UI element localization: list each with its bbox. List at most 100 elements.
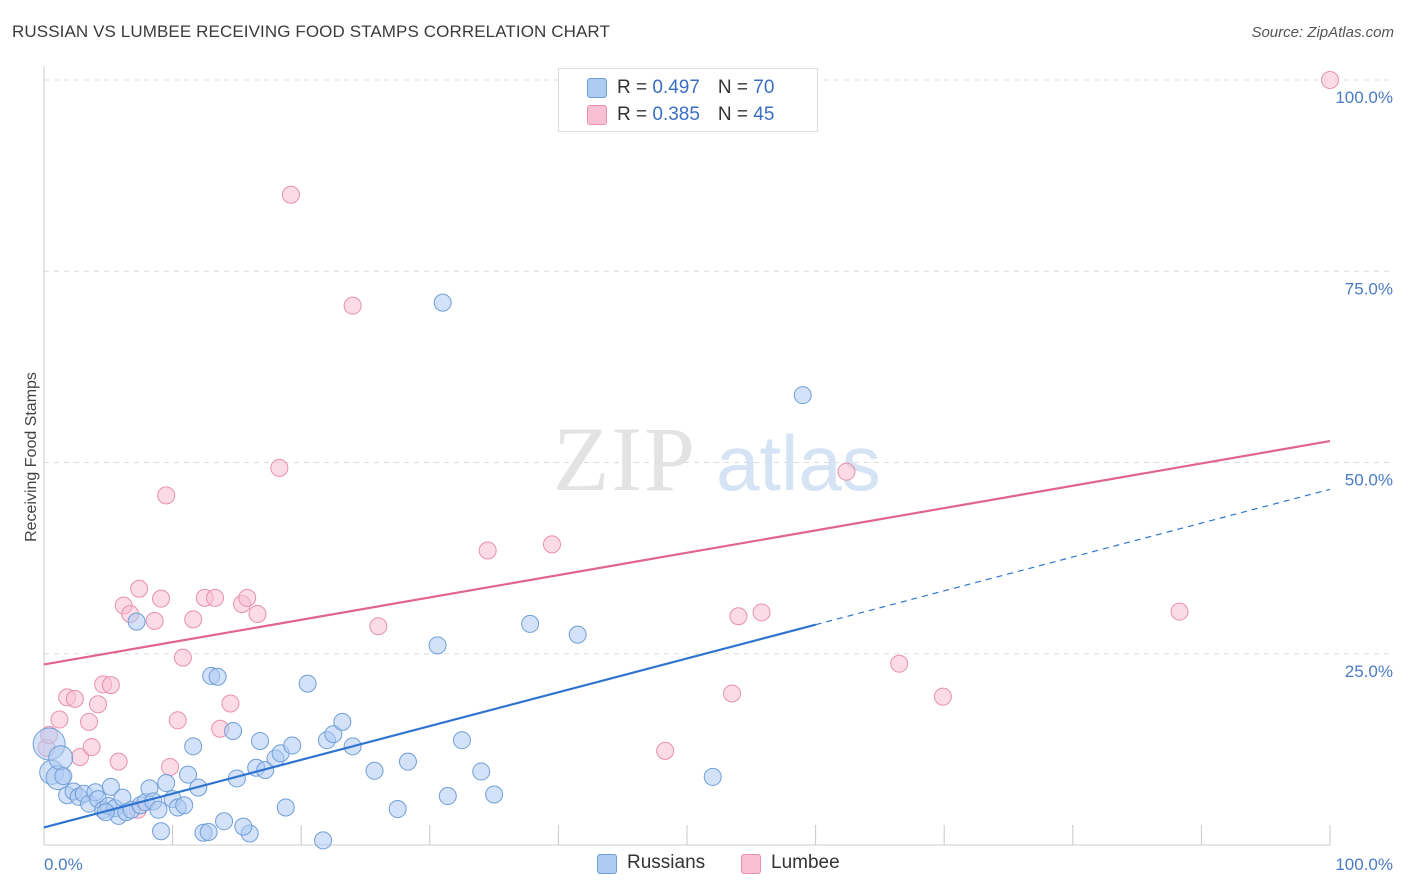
- lumbee-point: [248, 604, 267, 623]
- russians-point: [365, 761, 384, 780]
- russians-point: [333, 712, 352, 731]
- russians-point: [234, 817, 253, 836]
- lumbee-r-value: 0.385: [652, 104, 700, 125]
- russians-point: [438, 787, 457, 806]
- lumbee-point: [281, 185, 300, 204]
- russians-point: [179, 765, 198, 784]
- y-tick-label: 25.0%: [1345, 662, 1393, 681]
- lumbee-point: [933, 687, 952, 706]
- russians-point: [398, 752, 417, 771]
- russians-point: [433, 293, 452, 312]
- lumbee-point: [168, 711, 187, 730]
- lumbee-r-label: R =: [617, 104, 653, 125]
- russians-point: [101, 777, 120, 796]
- russians-point: [215, 812, 234, 831]
- russians-trend-extension: [815, 488, 1331, 626]
- bottom-lumbee-label: Lumbee: [771, 852, 840, 873]
- x-tick-label: 0.0%: [44, 855, 83, 874]
- lumbee-point: [1170, 602, 1189, 621]
- russians-r-label: R =: [617, 77, 653, 98]
- russians-point: [175, 796, 194, 815]
- lumbee-point: [82, 738, 101, 757]
- watermark-atlas: atlas: [716, 419, 881, 507]
- russians-n-value: 70: [753, 77, 775, 98]
- russians-point: [388, 800, 407, 819]
- lumbee-swatch: [587, 105, 607, 125]
- russians-point: [54, 767, 73, 786]
- russians-point: [568, 625, 587, 644]
- russians-point: [149, 800, 168, 819]
- lumbee-point: [157, 486, 176, 505]
- russians-point: [324, 725, 343, 744]
- russians-point: [184, 737, 203, 756]
- russians-point: [208, 667, 227, 686]
- russians-point: [251, 731, 270, 750]
- russians-n-label: N =: [717, 77, 754, 98]
- lumbee-point: [152, 589, 171, 608]
- russians-point: [127, 612, 146, 631]
- lumbee-point: [890, 654, 909, 673]
- russians-point: [199, 822, 218, 841]
- lumbee-point: [50, 710, 69, 729]
- lumbee-point: [173, 648, 192, 667]
- lumbee-point: [89, 695, 108, 714]
- lumbee-points: [37, 71, 1339, 819]
- lumbee-point: [723, 684, 742, 703]
- lumbee-point: [542, 535, 561, 554]
- lumbee-point: [130, 579, 149, 598]
- lumbee-point: [656, 741, 675, 760]
- lumbee-point: [1321, 71, 1339, 89]
- grid-lines: [44, 79, 1392, 655]
- lumbee-point: [221, 694, 240, 713]
- lumbee-point: [729, 607, 748, 626]
- russians-point: [48, 745, 74, 771]
- lumbee-point: [837, 462, 856, 481]
- y-tick-label: 75.0%: [1345, 279, 1393, 298]
- lumbee-trend-line: [43, 439, 1331, 666]
- lumbee-n-value: 45: [753, 104, 775, 125]
- bottom-russians-swatch: [597, 854, 617, 874]
- russian-points: [32, 293, 812, 850]
- watermark-zip: ZIP: [553, 408, 697, 510]
- russians-point: [276, 798, 295, 817]
- lumbee-point: [270, 458, 289, 477]
- russians-r-value: 0.497: [652, 77, 700, 98]
- lumbee-point: [109, 752, 128, 771]
- chart-title: RUSSIAN VS LUMBEE RECEIVING FOOD STAMPS …: [12, 22, 610, 41]
- russians-point: [472, 762, 491, 781]
- bottom-russians-label: Russians: [627, 852, 706, 873]
- x-tick-label: 100.0%: [1335, 855, 1393, 874]
- lumbee-point: [65, 689, 84, 708]
- russians-point: [314, 831, 333, 850]
- axes: [43, 66, 1331, 846]
- russians-swatch: [587, 78, 607, 98]
- lumbee-point: [238, 588, 257, 607]
- trend-lines: [43, 439, 1331, 829]
- russians-point: [452, 731, 471, 750]
- lumbee-point: [145, 611, 164, 630]
- russians-point: [283, 736, 302, 755]
- lumbee-point: [80, 712, 99, 731]
- lumbee-point: [752, 603, 771, 622]
- russians-trend-line: [43, 623, 816, 829]
- lumbee-point: [343, 296, 362, 315]
- russians-point: [521, 614, 540, 633]
- lumbee-point: [161, 757, 180, 776]
- y-tick-label: 50.0%: [1345, 471, 1393, 490]
- russians-point: [485, 785, 504, 804]
- watermark: ZIP atlas: [553, 408, 881, 510]
- lumbee-point: [478, 541, 497, 560]
- y-axis-label: Receiving Food Stamps: [23, 372, 40, 542]
- russians-point: [157, 774, 176, 793]
- russians-point: [224, 722, 243, 741]
- chart-source: Source: ZipAtlas.com: [1251, 24, 1394, 41]
- correlation-legend: R = 0.497 N = 70 R = 0.385 N = 45: [558, 68, 818, 132]
- russians-point: [428, 636, 447, 655]
- tick-labels: 25.0% 50.0% 75.0% 100.0% 0.0% 100.0%: [44, 88, 1393, 874]
- lumbee-point: [184, 610, 203, 629]
- bottom-lumbee-swatch: [741, 854, 761, 874]
- lumbee-point: [206, 588, 225, 607]
- lumbee-n-label: N =: [717, 104, 754, 125]
- russians-point: [703, 767, 722, 786]
